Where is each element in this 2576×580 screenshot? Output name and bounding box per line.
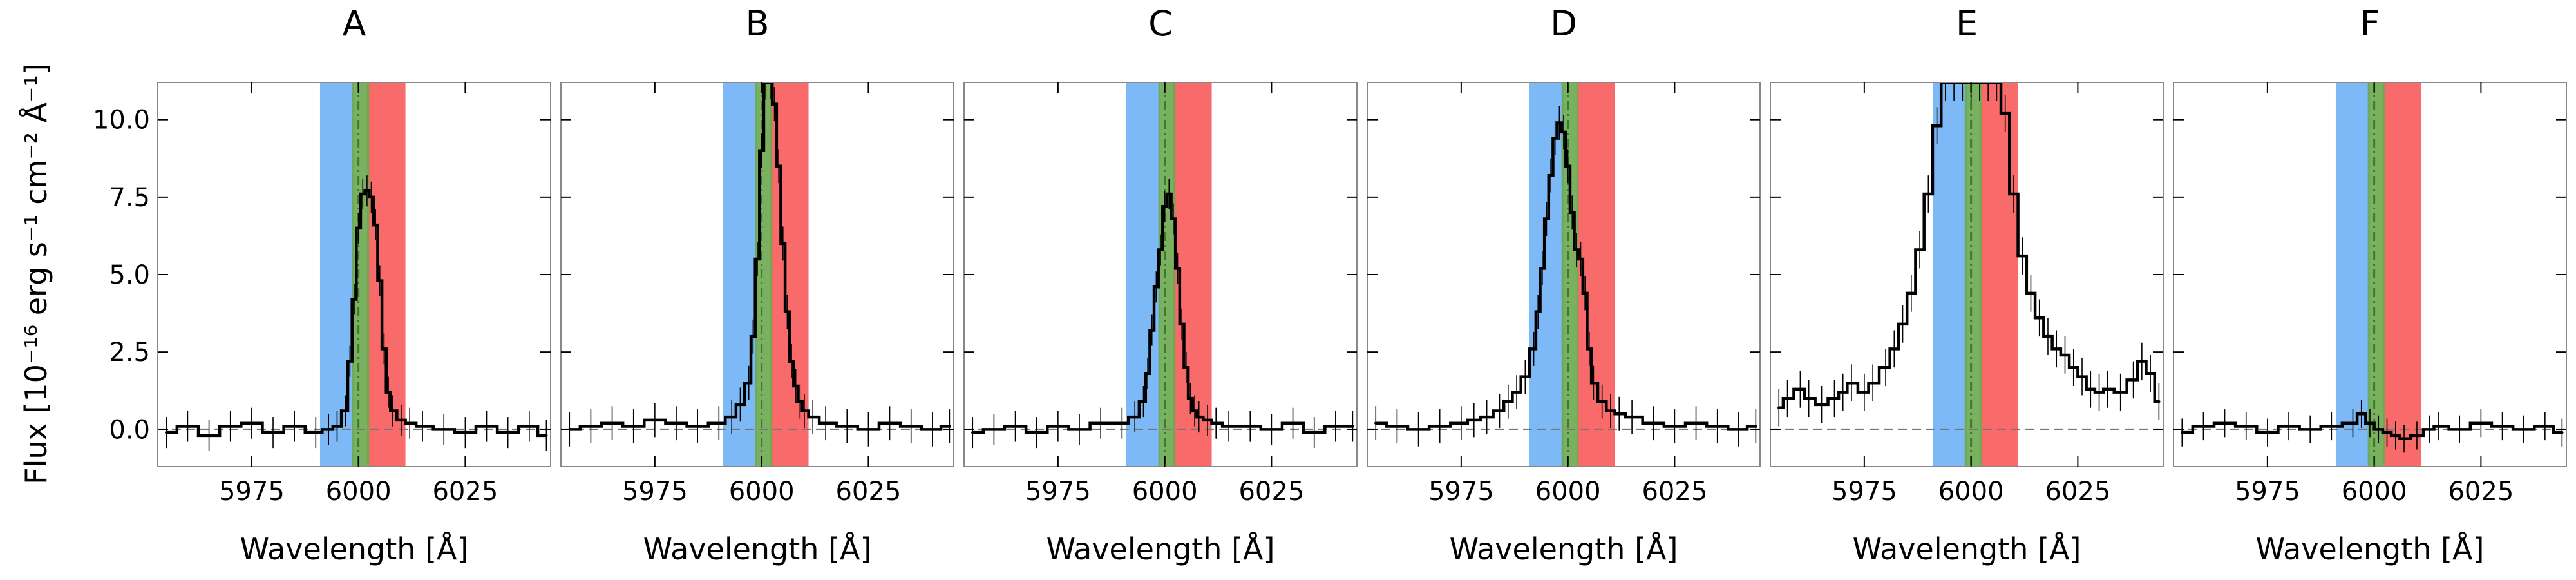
series-line (1779, 82, 2159, 409)
panel-e: E 5975 6000 6025 Wavelength [Å] (1770, 3, 2164, 566)
x-tick-label: 6000 (1132, 477, 1198, 507)
red-band (2382, 82, 2421, 467)
panel-c: C 5975 6000 6025 Wavelength [Å] (963, 3, 1358, 566)
panel-title: F (2360, 3, 2380, 44)
x-axis-label: Wavelength [Å] (2256, 532, 2485, 566)
x-tick-label: 5975 (1428, 477, 1494, 507)
series-line (166, 189, 547, 438)
red-band (366, 82, 406, 467)
blue-band (1529, 82, 1564, 467)
x-axis-label: Wavelength [Å] (1450, 532, 1678, 566)
x-tick-label: 6000 (1938, 477, 2004, 507)
x-tick-label: 5975 (1832, 477, 1897, 507)
panel-title: C (1148, 3, 1173, 44)
panel-title: E (1956, 3, 1978, 44)
y-tick-label: 10.0 (93, 106, 150, 135)
x-tick-label: 6025 (1238, 477, 1304, 507)
y-tick-label: 2.5 (109, 338, 150, 367)
panel-b: B 5975 6000 6025 Wavelength [Å] (560, 3, 954, 566)
x-tick-label: 6025 (1642, 477, 1707, 507)
series-group (1374, 106, 1757, 447)
x-axis-label: Wavelength [Å] (1853, 532, 2081, 566)
y-tick-label: 0.0 (109, 415, 150, 445)
x-tick-label: 5975 (1025, 477, 1091, 507)
x-tick-label: 6000 (2342, 477, 2407, 507)
y-axis-label: Flux [10⁻¹⁶ erg s⁻¹ cm⁻² Å⁻¹] (19, 63, 53, 485)
panel-title: A (343, 3, 366, 44)
x-tick-label: 5975 (2235, 477, 2300, 507)
panel-title: B (745, 3, 769, 44)
x-tick-label: 6025 (835, 477, 901, 507)
x-axis-label: Wavelength [Å] (1046, 532, 1275, 566)
x-tick-label: 6025 (2448, 477, 2514, 507)
y-tick-label: 5.0 (109, 260, 150, 290)
x-axis-label: Wavelength [Å] (643, 532, 872, 566)
panel-a: A 0.0 2.5 5.0 7.5 10.0 5975 6000 6025 Wavelength … (93, 3, 551, 566)
green-band (1158, 82, 1176, 467)
blue-band (2335, 82, 2370, 467)
green-band (1964, 82, 1982, 467)
series-group (165, 175, 548, 451)
series-line (2182, 412, 2562, 440)
green-band (352, 82, 370, 467)
series-line (569, 82, 950, 431)
series-line (1376, 121, 1756, 431)
series-line (972, 192, 1353, 434)
x-tick-label: 5975 (219, 477, 285, 507)
x-tick-label: 6025 (432, 477, 498, 507)
series-group (2181, 400, 2564, 453)
series-group (971, 179, 1354, 449)
x-tick-label: 6000 (326, 477, 392, 507)
series-group (568, 82, 951, 447)
panel-title: D (1550, 3, 1577, 44)
panel-f: F 5975 6000 6025 Wavelength [Å] (2173, 3, 2567, 566)
x-axis-label: Wavelength [Å] (240, 532, 469, 566)
x-tick-label: 6025 (2045, 477, 2110, 507)
x-tick-label: 6000 (1535, 477, 1601, 507)
panel-d: D 5975 6000 6025 Wavelength [Å] (1367, 3, 1761, 566)
series-group (1777, 82, 2161, 427)
blue-band (1932, 82, 1967, 467)
red-band (1979, 82, 2018, 467)
y-tick-label: 7.5 (109, 183, 150, 213)
x-tick-label: 5975 (622, 477, 688, 507)
green-band (2367, 82, 2385, 467)
x-tick-label: 6000 (729, 477, 795, 507)
